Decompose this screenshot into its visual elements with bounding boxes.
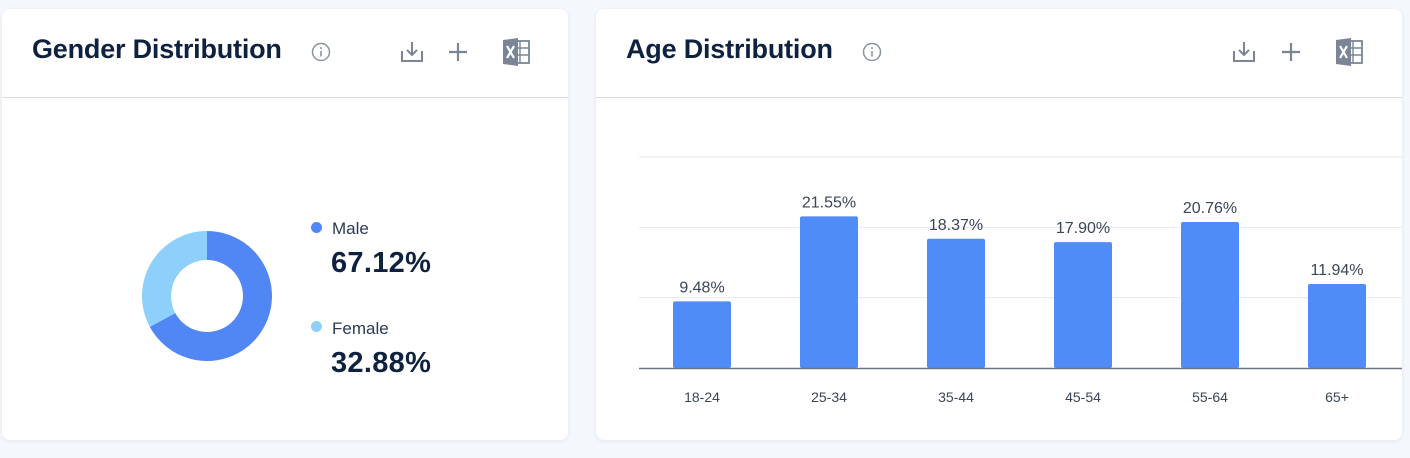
legend-dot-female	[311, 321, 322, 332]
download-icon[interactable]	[397, 37, 427, 67]
gender-card-title: Gender Distribution	[32, 34, 282, 64]
info-icon[interactable]	[862, 42, 882, 62]
bar-65+[interactable]	[1308, 284, 1366, 368]
donut-slice-female[interactable]	[142, 231, 207, 327]
age-card-header: Age Distribution	[596, 9, 1402, 98]
x-tick-label: 35-44	[938, 389, 974, 405]
age-card-title: Age Distribution	[626, 34, 833, 64]
excel-icon[interactable]	[501, 37, 531, 67]
x-tick-label: 25-34	[811, 389, 847, 405]
plus-icon[interactable]	[443, 37, 473, 67]
legend-label-male: Male	[332, 219, 369, 238]
donut-slice-male[interactable]	[149, 231, 272, 361]
bar-45-54[interactable]	[1054, 242, 1112, 368]
x-tick-label: 55-64	[1192, 389, 1228, 405]
gender-card-header: Gender Distribution	[2, 9, 568, 98]
info-icon[interactable]	[311, 42, 331, 62]
bar-value-label: 18.37%	[929, 217, 983, 234]
x-tick-label: 18-24	[684, 389, 720, 405]
bar-25-34[interactable]	[800, 216, 858, 368]
bar-18-24[interactable]	[673, 301, 731, 368]
bar-value-label: 9.48%	[679, 279, 724, 296]
gender-donut-chart	[142, 231, 272, 361]
x-tick-label: 45-54	[1065, 389, 1101, 405]
x-tick-label: 65+	[1325, 389, 1349, 405]
legend-label-female: Female	[332, 319, 389, 338]
download-icon[interactable]	[1229, 37, 1259, 67]
age-distribution-card: Age Distribution	[596, 9, 1402, 440]
bar-value-label: 11.94%	[1310, 262, 1363, 279]
legend-value-male: 67.12%	[331, 247, 432, 279]
legend-dot-male	[311, 222, 322, 233]
bar-value-label: 20.76%	[1183, 200, 1237, 217]
gender-distribution-card: Gender Distribution	[2, 9, 568, 440]
age-bar-chart: 9.48% 18-24 21.55% 25-34 18.37% 35-44 17.90% 45…	[639, 156, 1402, 405]
bar-55-64[interactable]	[1181, 221, 1239, 368]
plus-icon[interactable]	[1276, 37, 1306, 67]
excel-icon[interactable]	[1334, 37, 1364, 67]
bar-35-44[interactable]	[927, 238, 985, 368]
bar-value-label: 21.55%	[802, 194, 856, 211]
legend-value-female: 32.88%	[331, 347, 432, 379]
bar-value-label: 17.90%	[1056, 220, 1110, 237]
